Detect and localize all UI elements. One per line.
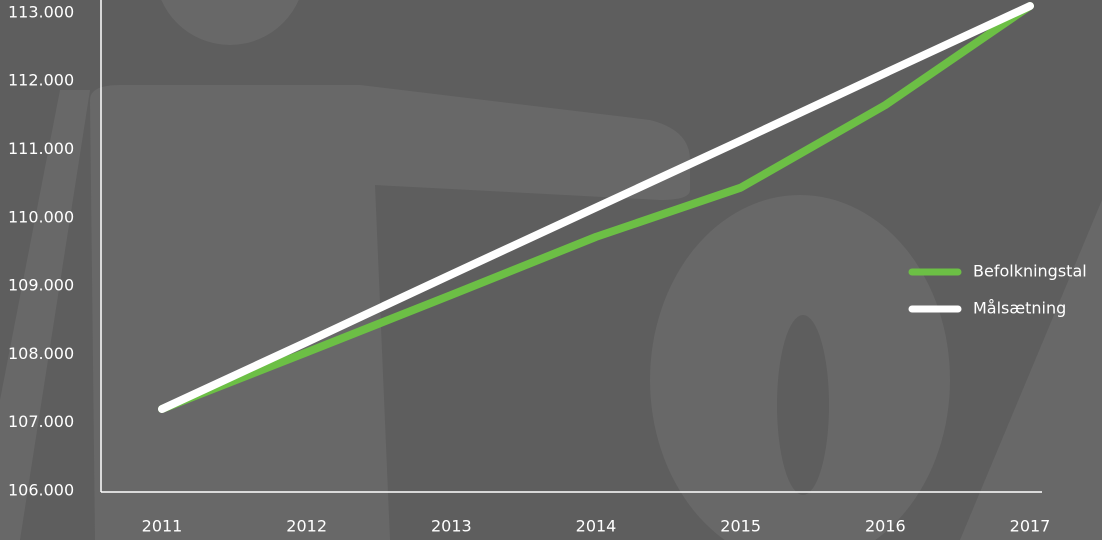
- x-tick-label: 2014: [576, 517, 617, 536]
- legend-label: Målsætning: [973, 299, 1066, 318]
- x-tick-label: 2016: [865, 517, 906, 536]
- x-tick-label: 2012: [286, 517, 327, 536]
- y-tick-label: 110.000: [8, 207, 74, 226]
- y-tick-label: 108.000: [8, 344, 74, 363]
- background-watermark: [777, 315, 829, 495]
- x-tick-label: 2011: [142, 517, 183, 536]
- y-tick-label: 109.000: [8, 276, 74, 295]
- y-tick-label: 113.000: [8, 2, 74, 21]
- y-tick-label: 106.000: [8, 481, 74, 500]
- x-tick-label: 2013: [431, 517, 472, 536]
- y-tick-label: 112.000: [8, 71, 74, 90]
- series-line: [158, 2, 1034, 414]
- legend-label: Befolkningstal: [973, 262, 1087, 281]
- series-line: [158, 2, 1034, 414]
- y-tick-label: 107.000: [8, 412, 74, 431]
- y-tick-label: 111.000: [8, 139, 74, 158]
- x-tick-label: 2015: [720, 517, 761, 536]
- x-tick-label: 2017: [1010, 517, 1051, 536]
